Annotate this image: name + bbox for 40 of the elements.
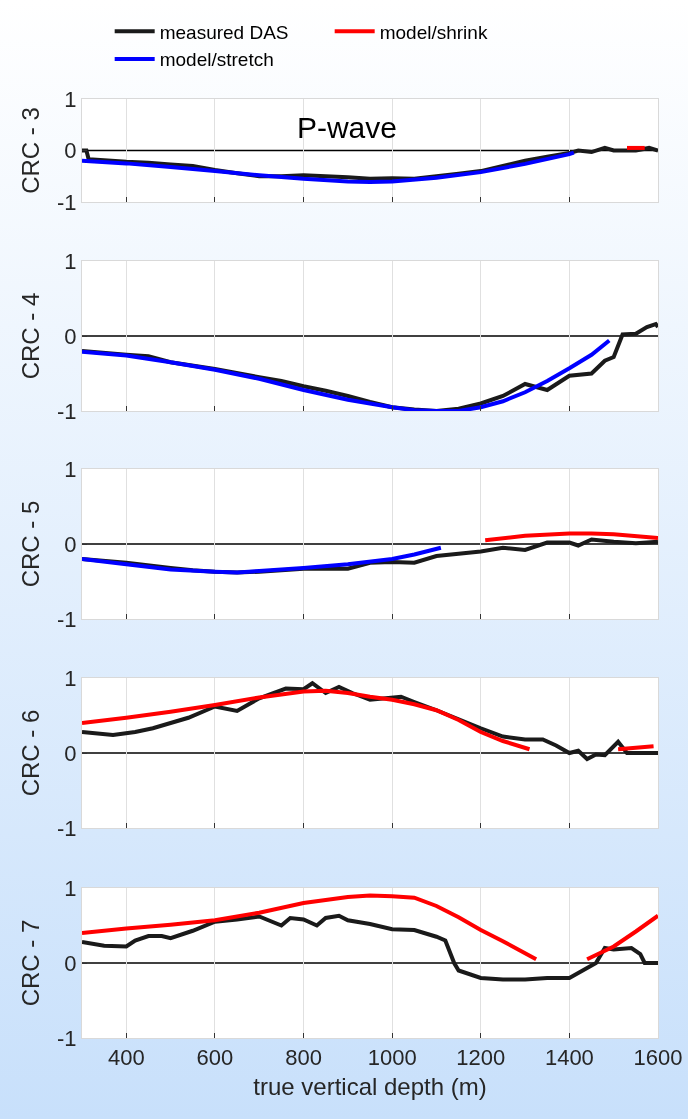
legend-label: measured DAS	[159, 21, 289, 43]
y-tick-label: 1	[64, 456, 77, 482]
x-tick-label: 400	[107, 1045, 145, 1071]
y-tick-label: -1	[57, 606, 77, 632]
y-tick-label: 0	[64, 740, 77, 766]
x-tick-label: 1000	[367, 1045, 417, 1071]
y-tick-label: -1	[57, 815, 77, 841]
y-tick-label: 0	[64, 323, 77, 349]
line-series	[82, 893, 539, 962]
y-tick-label: 1	[64, 665, 77, 691]
line-series	[82, 545, 443, 575]
y-tick-label: -1	[57, 1025, 77, 1051]
x-tick-label: 800	[285, 1045, 322, 1071]
y-tick-label: 1	[64, 86, 77, 112]
y-tick-label: 0	[64, 138, 77, 164]
y-axis-title: CRC - 7	[17, 919, 45, 1007]
y-axis-title: CRC - 4	[17, 292, 45, 380]
line-series	[82, 150, 576, 184]
line-series	[82, 338, 612, 411]
y-axis-title: CRC - 6	[17, 709, 45, 797]
y-axis-title: CRC - 3	[17, 107, 45, 194]
line-series	[82, 913, 658, 982]
x-tick-label: 1400	[544, 1045, 594, 1071]
line-series	[82, 688, 532, 752]
y-tick-label: 0	[64, 950, 77, 976]
line-series	[483, 531, 658, 543]
y-tick-label: -1	[57, 189, 77, 215]
y-tick-label: 1	[64, 875, 77, 901]
y-tick-label: -1	[57, 398, 77, 424]
x-tick-label: 1200	[456, 1045, 506, 1071]
y-axis-title: CRC - 5	[17, 500, 45, 588]
line-series	[585, 913, 658, 962]
legend-label: model/shrink	[379, 21, 488, 43]
x-tick-label: 1600	[633, 1045, 683, 1071]
legend-label: model/stretch	[159, 49, 274, 71]
x-axis-title: true vertical depth (m)	[253, 1072, 487, 1100]
y-tick-label: 0	[64, 531, 77, 557]
y-tick-label: 1	[64, 248, 77, 274]
chart-title: P-wave	[296, 111, 397, 145]
x-tick-label: 600	[196, 1045, 234, 1071]
